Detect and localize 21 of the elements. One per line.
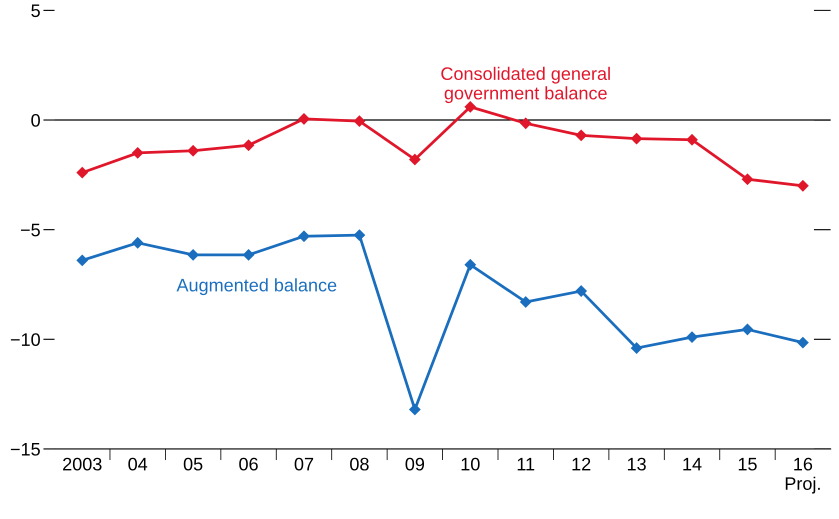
x-tick-label: 07	[294, 458, 314, 471]
y-tick-label: −10	[10, 333, 40, 346]
x-tick-label: 04	[128, 458, 148, 471]
x-tick-label: 09	[406, 458, 424, 471]
x-tick-label: 15	[738, 458, 757, 471]
x-tick-label: 2003	[63, 458, 102, 471]
series-label: Consolidated general government balance	[441, 66, 610, 104]
x-tick-label: 14	[683, 458, 702, 470]
x-tick-label: 10	[462, 458, 480, 471]
y-tick-label: −15	[10, 443, 40, 456]
x-tick-label: 16 Proj.	[786, 458, 820, 494]
x-tick-label: 13	[628, 458, 646, 471]
y-tick-label: −5	[20, 224, 40, 236]
y-tick-label: 5	[31, 4, 40, 18]
x-tick-label: 06	[239, 458, 258, 471]
x-tick-label: 05	[184, 458, 202, 471]
x-tick-label: 12	[572, 458, 590, 470]
series-label: Augmented balance	[176, 278, 336, 296]
x-tick-label: 11	[518, 458, 534, 470]
y-tick-label: 0	[31, 114, 40, 127]
x-tick-label: 08	[350, 458, 369, 471]
